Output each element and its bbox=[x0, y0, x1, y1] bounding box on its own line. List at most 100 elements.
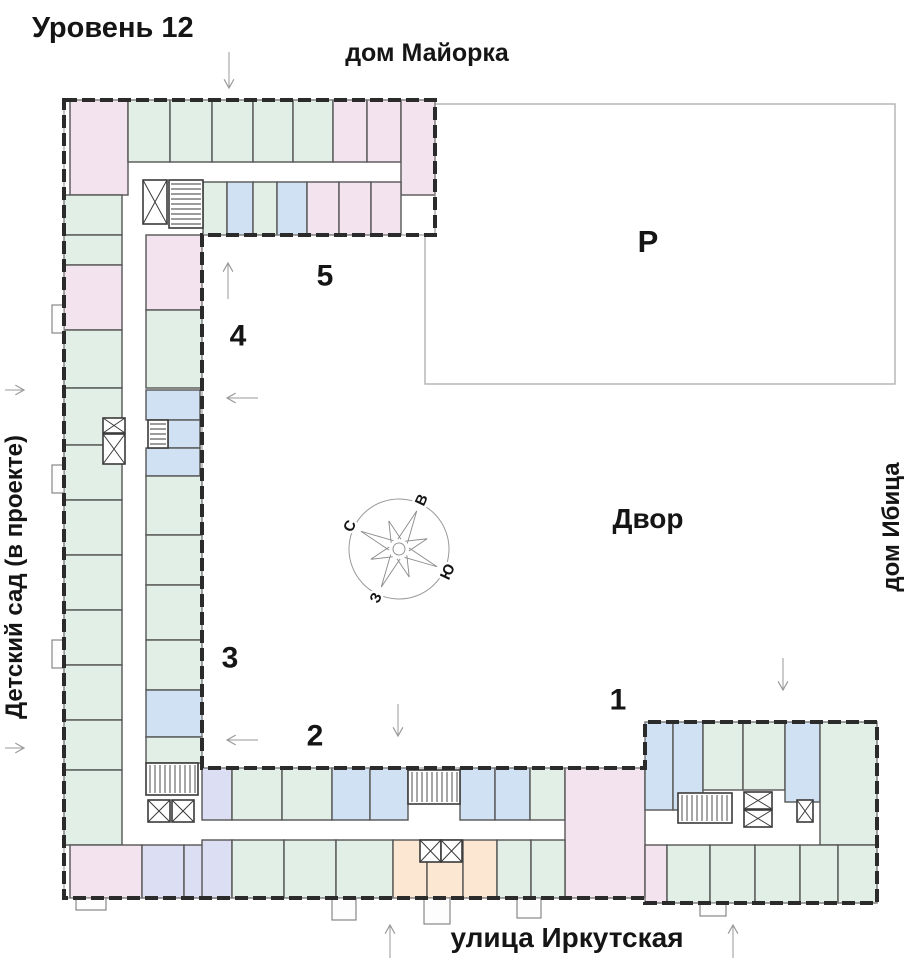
elevator-x-icon bbox=[147, 799, 171, 823]
balcony bbox=[331, 897, 357, 921]
stair-treads-icon bbox=[411, 772, 458, 802]
apartment-unit bbox=[819, 721, 878, 846]
apartment-unit bbox=[837, 844, 878, 904]
stair-core bbox=[677, 792, 733, 824]
apartment-unit bbox=[63, 194, 123, 236]
apartment-unit bbox=[145, 534, 203, 586]
stair-treads-icon bbox=[681, 795, 728, 821]
apartment-unit bbox=[231, 767, 283, 821]
elevator-x-icon bbox=[102, 433, 126, 465]
apartment-unit bbox=[459, 767, 496, 821]
apartment-unit bbox=[370, 181, 402, 236]
apartment-unit bbox=[400, 99, 436, 196]
apartment-unit bbox=[462, 839, 498, 899]
balcony bbox=[516, 897, 542, 919]
label-courtyard: Двор bbox=[613, 503, 684, 534]
apartment-unit bbox=[281, 767, 333, 821]
apartment-unit bbox=[369, 767, 409, 821]
section-number: 4 bbox=[230, 320, 247, 353]
apartment-unit bbox=[69, 99, 129, 196]
apartment-unit bbox=[276, 181, 308, 236]
compass-west: З bbox=[366, 590, 385, 606]
label-street: улица Иркутская bbox=[450, 922, 683, 953]
apartment-unit bbox=[564, 767, 646, 899]
apartment-unit bbox=[644, 844, 668, 904]
page-title: Уровень 12 bbox=[32, 12, 194, 44]
apartment-unit bbox=[63, 609, 123, 666]
apartment-unit bbox=[784, 721, 821, 803]
section-numbers: 1 2 3 4 5 bbox=[222, 260, 627, 753]
outer-wall-windows bbox=[62, 98, 879, 905]
apartment-unit bbox=[709, 844, 756, 904]
apartment-unit bbox=[145, 639, 203, 691]
apartment-unit bbox=[530, 839, 566, 899]
stair-treads-icon bbox=[150, 423, 166, 445]
apartment-unit bbox=[494, 767, 531, 821]
section-number: 3 bbox=[222, 642, 239, 675]
apartment-unit bbox=[366, 99, 402, 163]
elevator-x-icon bbox=[419, 839, 442, 863]
elevator-x-icon bbox=[102, 417, 126, 434]
balcony bbox=[423, 897, 451, 925]
compass-east: В bbox=[412, 491, 432, 508]
apartment-unit bbox=[338, 181, 372, 236]
apartment-unit bbox=[496, 839, 532, 899]
apartment-unit bbox=[211, 99, 254, 163]
apartment-unit bbox=[145, 309, 203, 389]
apartment-unit bbox=[799, 844, 839, 904]
apartment-unit bbox=[283, 839, 337, 899]
apartment-unit bbox=[145, 234, 203, 311]
apartment-unit bbox=[292, 99, 334, 163]
apartment-unit bbox=[127, 99, 171, 163]
apartment-unit bbox=[226, 181, 254, 236]
apartment-unit bbox=[145, 475, 203, 536]
apartment-unit bbox=[252, 99, 294, 163]
apartment-unit bbox=[145, 389, 201, 421]
apartment-unit bbox=[145, 584, 203, 641]
apartment-unit bbox=[63, 264, 123, 331]
apartment-unit bbox=[63, 719, 123, 771]
apartment-unit bbox=[202, 181, 228, 236]
compass-star-icon bbox=[360, 510, 438, 588]
apartment-unit bbox=[63, 499, 123, 556]
apartment-unit bbox=[141, 844, 185, 899]
apartment-unit bbox=[167, 419, 201, 449]
apartment-unit bbox=[306, 181, 340, 236]
parking-label: Р bbox=[638, 224, 659, 259]
apartment-unit bbox=[145, 689, 203, 738]
section-number: 1 bbox=[610, 684, 627, 717]
balconies bbox=[51, 304, 727, 925]
apartment-unit bbox=[63, 234, 123, 266]
section-number: 5 bbox=[317, 260, 334, 293]
stair-treads-icon bbox=[171, 183, 201, 225]
apartment-unit bbox=[69, 844, 143, 899]
apartment-unit bbox=[702, 721, 744, 791]
parking-area bbox=[424, 103, 896, 385]
label-dom-ibiza: дом Ибица bbox=[878, 462, 905, 592]
stair-treads-icon bbox=[149, 765, 196, 793]
compass-south: Ю bbox=[437, 561, 459, 582]
label-kindergarten: Детский сад (в проекте) bbox=[1, 435, 28, 719]
apartment-unit bbox=[644, 721, 674, 811]
apartment-unit bbox=[63, 769, 123, 846]
apartment-unit bbox=[63, 554, 123, 611]
apartment-unit bbox=[169, 99, 213, 163]
apartment-unit bbox=[754, 844, 801, 904]
elevator-x-icon bbox=[743, 809, 773, 828]
apartment-unit bbox=[63, 664, 123, 721]
apartment-unit bbox=[145, 447, 201, 477]
elevator-x-icon bbox=[796, 799, 814, 823]
apartment-unit bbox=[332, 99, 368, 163]
compass-rose: С В Ю З bbox=[338, 489, 462, 608]
apartment-units bbox=[63, 99, 878, 904]
elevator-x-icon bbox=[440, 839, 463, 863]
apartment-unit bbox=[201, 767, 233, 821]
apartment-unit bbox=[529, 767, 566, 821]
compass-north: С bbox=[340, 518, 360, 535]
label-dom-mayorka: дом Майорка bbox=[345, 39, 510, 67]
apartment-unit bbox=[63, 329, 123, 389]
apartment-unit bbox=[335, 839, 394, 899]
stair-elevator-cores bbox=[102, 179, 814, 863]
